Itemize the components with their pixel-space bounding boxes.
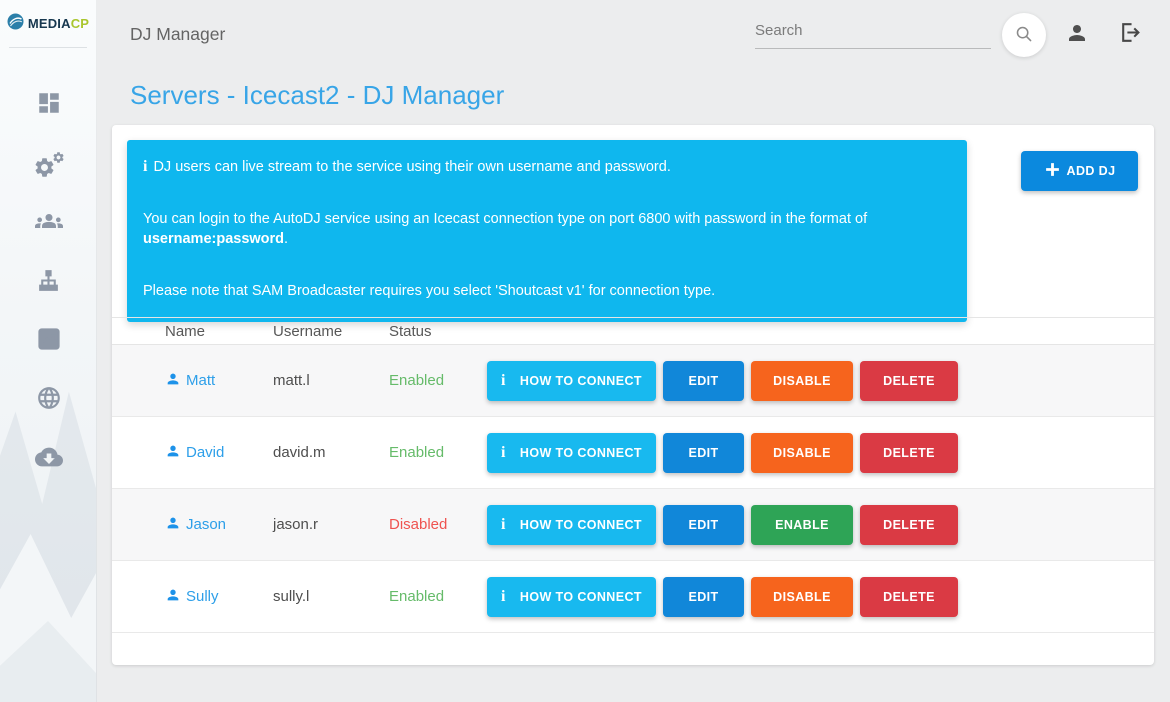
dashboard-icon: [36, 90, 62, 121]
info-icon: i: [501, 371, 506, 389]
edit-button[interactable]: EDIT: [663, 504, 744, 545]
logout-icon: [1118, 20, 1143, 50]
person-icon: [165, 587, 181, 607]
sidebar-item-settings[interactable]: [0, 135, 96, 194]
content-card: i DJ users can live stream to the service…: [112, 125, 1154, 665]
dj-name-link[interactable]: Sully: [165, 587, 273, 607]
dj-table: Name Username Status Matt matt.l Enabled…: [112, 317, 1154, 633]
info-alert: i DJ users can live stream to the service…: [127, 140, 967, 322]
delete-button[interactable]: DELETE: [860, 360, 958, 401]
dj-name: David: [186, 444, 225, 461]
dj-name: Jason: [186, 516, 227, 533]
table-header-row: Name Username Status: [112, 317, 1154, 345]
account-button[interactable]: [1064, 22, 1090, 48]
sidebar: MEDIACP: [0, 0, 97, 702]
info-icon: i: [501, 443, 506, 461]
users-icon: [34, 207, 63, 240]
sidebar-divider: [9, 47, 87, 48]
delete-button[interactable]: DELETE: [860, 504, 958, 545]
person-icon: [165, 443, 181, 463]
sidebar-item-services[interactable]: [0, 253, 96, 312]
topbar-title: DJ Manager: [130, 24, 226, 44]
status-text: Enabled: [389, 588, 445, 605]
add-dj-button[interactable]: ADD DJ: [1021, 151, 1138, 191]
info-icon: i: [143, 158, 148, 175]
edit-button[interactable]: EDIT: [663, 576, 744, 617]
table-row: Jason jason.r Disabled i HOW TO CONNECT …: [112, 489, 1154, 561]
chart-icon: [36, 326, 62, 357]
sidebar-background-mountains: [0, 621, 96, 702]
how-to-connect-button[interactable]: i HOW TO CONNECT: [487, 504, 656, 545]
how-to-connect-button[interactable]: i HOW TO CONNECT: [487, 576, 656, 617]
alert-line-1: i DJ users can live stream to the service…: [143, 158, 671, 175]
how-to-connect-button[interactable]: i HOW TO CONNECT: [487, 432, 656, 473]
brand-name: MEDIACP: [27, 16, 90, 31]
sidebar-background-mountains: [0, 534, 96, 702]
row-actions: i HOW TO CONNECT EDIT ENABLE DELETE: [487, 504, 1154, 545]
column-header-name: Name: [165, 322, 206, 340]
user-icon: [1065, 21, 1089, 50]
alert-line-2: You can login to the AutoDJ service usin…: [143, 211, 868, 247]
toggle-button[interactable]: DISABLE: [751, 576, 853, 617]
search-icon: [1013, 23, 1035, 48]
brand-logo[interactable]: MEDIACP: [0, 0, 96, 47]
delete-button[interactable]: DELETE: [860, 432, 958, 473]
dj-username: jason.r: [273, 516, 319, 533]
column-header-username: Username: [273, 322, 343, 340]
sidebar-item-users[interactable]: [0, 194, 96, 253]
info-icon: i: [501, 515, 506, 533]
row-actions: i HOW TO CONNECT EDIT DISABLE DELETE: [487, 432, 1154, 473]
toggle-button[interactable]: ENABLE: [751, 504, 853, 545]
gears-icon: [33, 151, 65, 179]
toggle-button[interactable]: DISABLE: [751, 432, 853, 473]
dj-username: david.m: [273, 444, 326, 461]
plus-icon: [1044, 161, 1061, 181]
status-text: Disabled: [389, 516, 448, 533]
dj-name: Matt: [186, 372, 216, 389]
table-row: David david.m Enabled i HOW TO CONNECT E…: [112, 417, 1154, 489]
dj-name-link[interactable]: Matt: [165, 371, 273, 391]
table-row: Sully sully.l Enabled i HOW TO CONNECT E…: [112, 561, 1154, 633]
toggle-button[interactable]: DISABLE: [751, 360, 853, 401]
sidebar-nav: [0, 76, 96, 489]
sitemap-icon: [36, 268, 61, 298]
edit-button[interactable]: EDIT: [663, 432, 744, 473]
sidebar-item-network[interactable]: [0, 371, 96, 430]
how-to-connect-button[interactable]: i HOW TO CONNECT: [487, 360, 656, 401]
search-button[interactable]: [1002, 13, 1046, 57]
status-text: Enabled: [389, 372, 445, 389]
alert-line-3: Please note that SAM Broadcaster require…: [143, 283, 716, 299]
dj-name-link[interactable]: David: [165, 443, 273, 463]
page-title: Servers - Icecast2 - DJ Manager: [130, 80, 505, 110]
delete-button[interactable]: DELETE: [860, 576, 958, 617]
row-actions: i HOW TO CONNECT EDIT DISABLE DELETE: [487, 576, 1154, 617]
dj-name: Sully: [186, 588, 219, 605]
status-text: Enabled: [389, 444, 445, 461]
table-body: Matt matt.l Enabled i HOW TO CONNECT EDI…: [112, 345, 1154, 633]
search-input[interactable]: [755, 20, 991, 49]
person-icon: [165, 371, 181, 391]
column-header-status: Status: [389, 322, 432, 340]
logout-button[interactable]: [1117, 22, 1143, 48]
sidebar-item-downloads[interactable]: [0, 430, 96, 489]
dj-username: matt.l: [273, 372, 310, 389]
table-row: Matt matt.l Enabled i HOW TO CONNECT EDI…: [112, 345, 1154, 417]
person-icon: [165, 515, 181, 535]
dj-name-link[interactable]: Jason: [165, 515, 273, 535]
cloud-download-icon: [34, 443, 63, 476]
brand-logo-icon: [7, 13, 24, 35]
dj-username: sully.l: [273, 588, 310, 605]
sidebar-item-dashboard[interactable]: [0, 76, 96, 135]
globe-icon: [36, 385, 62, 416]
row-actions: i HOW TO CONNECT EDIT DISABLE DELETE: [487, 360, 1154, 401]
sidebar-item-statistics[interactable]: [0, 312, 96, 371]
info-icon: i: [501, 587, 506, 605]
edit-button[interactable]: EDIT: [663, 360, 744, 401]
